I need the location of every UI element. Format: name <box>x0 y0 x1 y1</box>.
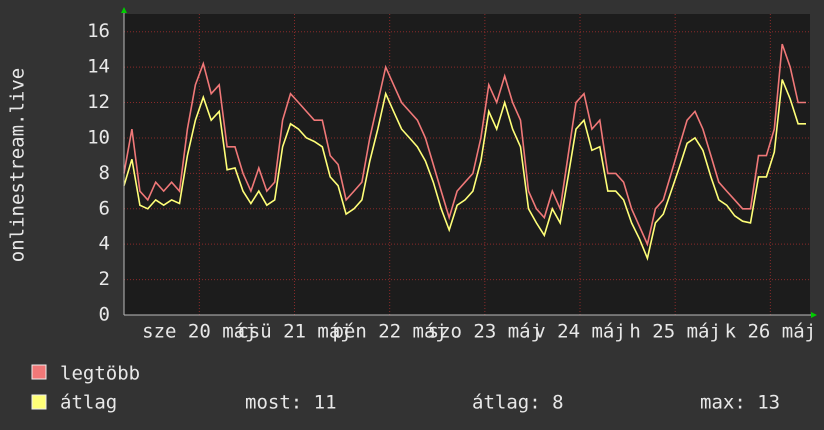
x-tick-label: pén 22 máj <box>332 321 446 343</box>
y-axis-label: onlinestream.live <box>7 68 29 262</box>
x-tick-label: h 25 máj <box>629 321 721 343</box>
stat: most: 11 <box>245 392 337 414</box>
y-tick-label: 10 <box>87 126 110 148</box>
legend-label: átlag <box>60 392 117 414</box>
x-tick-label: sze 20 máj <box>142 321 256 343</box>
series-line <box>123 43 806 247</box>
y-tick-label: 8 <box>99 162 110 184</box>
y-arrow <box>121 7 127 13</box>
x-tick-label: csü 21 máj <box>237 321 351 343</box>
y-tick-label: 6 <box>99 197 110 219</box>
stat: max: 13 <box>700 392 780 414</box>
plot-area <box>124 14 810 315</box>
x-tick-label: v 24 máj <box>534 321 626 343</box>
legend-label: legtöbb <box>60 363 140 385</box>
plot <box>123 14 810 316</box>
y-tick-label: 14 <box>87 56 110 78</box>
y-tick-label: 16 <box>87 20 110 42</box>
series-line <box>123 79 806 261</box>
y-tick-label: 0 <box>99 304 110 326</box>
y-tick-label: 2 <box>99 268 110 290</box>
x-tick-label: k 26 máj <box>725 321 817 343</box>
y-tick-label: 4 <box>99 233 110 255</box>
x-arrow <box>811 312 817 318</box>
stat: átlag: 8 <box>472 392 564 414</box>
legend-swatch <box>31 364 47 380</box>
x-tick-label: szo 23 máj <box>428 321 542 343</box>
y-tick-label: 12 <box>87 91 110 113</box>
legend-swatch <box>31 394 47 410</box>
